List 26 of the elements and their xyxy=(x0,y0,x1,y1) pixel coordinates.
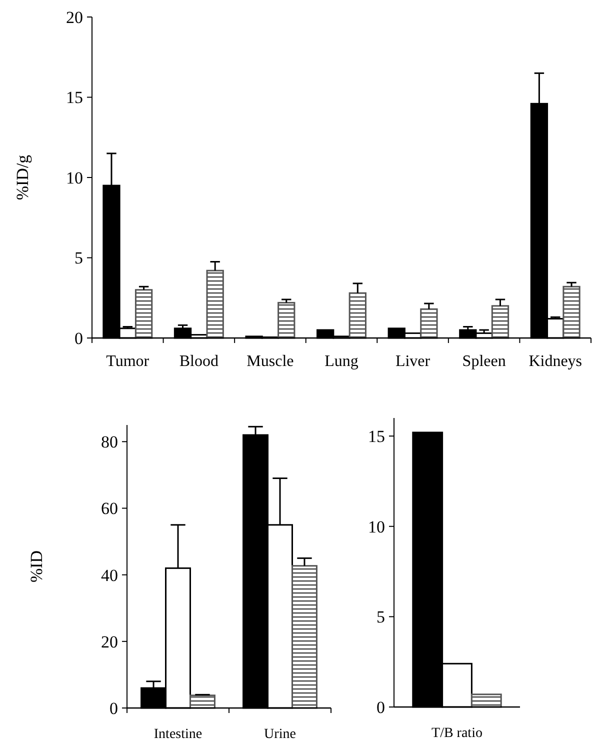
x-tick-label: Intestine xyxy=(154,727,202,742)
y-tick-label: 10 xyxy=(66,168,83,188)
y-tick-label: 10 xyxy=(368,517,385,536)
y-axis-title: %ID/g xyxy=(13,154,32,200)
y-tick-label: 40 xyxy=(101,566,118,585)
y-tick-label: 60 xyxy=(101,499,118,518)
y-tick-label: 20 xyxy=(66,8,83,27)
y-tick-label: 0 xyxy=(110,698,118,718)
x-tick-label: Blood xyxy=(179,353,218,370)
y-tick-label: 0 xyxy=(74,328,83,348)
x-tick-label: Muscle xyxy=(246,353,294,370)
y-tick-label: 5 xyxy=(74,248,83,268)
x-tick-label: Urine xyxy=(264,727,296,742)
x-tick-label: Liver xyxy=(395,353,431,370)
y-tick-label: 0 xyxy=(376,698,385,717)
x-tick-label: Tumor xyxy=(106,353,150,370)
x-tick-label: T/B ratio xyxy=(432,726,482,741)
x-tick-label: Kidneys xyxy=(528,353,582,370)
y-tick-label: 15 xyxy=(66,88,83,108)
x-tick-label: Spleen xyxy=(462,353,506,370)
y-tick-label: 80 xyxy=(101,432,118,452)
x-tick-label: Lung xyxy=(324,353,358,370)
y-tick-label: 15 xyxy=(368,427,385,446)
y-tick-label: 20 xyxy=(101,632,118,652)
y-tick-label: 5 xyxy=(376,608,385,627)
y-axis-title: %ID xyxy=(27,550,46,583)
